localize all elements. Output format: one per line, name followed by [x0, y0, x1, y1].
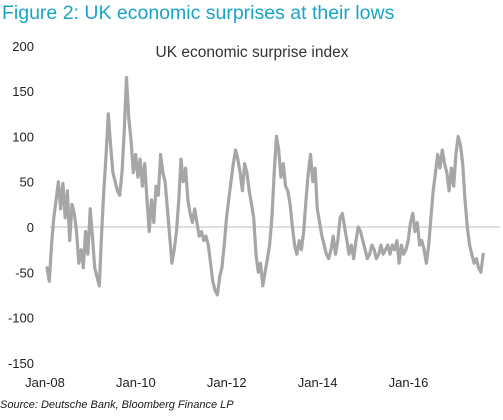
- source-note: Source: Deutsche Bank, Bloomberg Finance…: [0, 399, 234, 411]
- chart-title: UK economic surprise index: [156, 44, 349, 61]
- x-axis: Jan-08 Jan-10 Jan-12 Jan-14 Jan-16: [25, 375, 428, 390]
- y-tick-label: 100: [12, 129, 34, 144]
- series-line: [45, 75, 485, 297]
- y-tick-label: -50: [15, 265, 34, 280]
- figure-title: Figure 2: UK economic surprises at their…: [2, 2, 395, 24]
- x-tick-label: Jan-10: [116, 375, 156, 390]
- y-tick-label: 0: [27, 220, 34, 235]
- y-tick-label: -150: [8, 356, 34, 371]
- y-tick-label: 50: [20, 175, 34, 190]
- x-tick-label: Jan-12: [207, 375, 247, 390]
- y-axis: 200 150 100 50 0 -50 -100 -150: [8, 39, 34, 371]
- y-tick-label: 200: [12, 39, 34, 54]
- y-tick-label: -100: [8, 311, 34, 326]
- x-tick-label: Jan-14: [298, 375, 338, 390]
- x-tick-label: Jan-08: [25, 375, 65, 390]
- y-tick-label: 150: [12, 84, 34, 99]
- x-tick-label: Jan-16: [389, 375, 429, 390]
